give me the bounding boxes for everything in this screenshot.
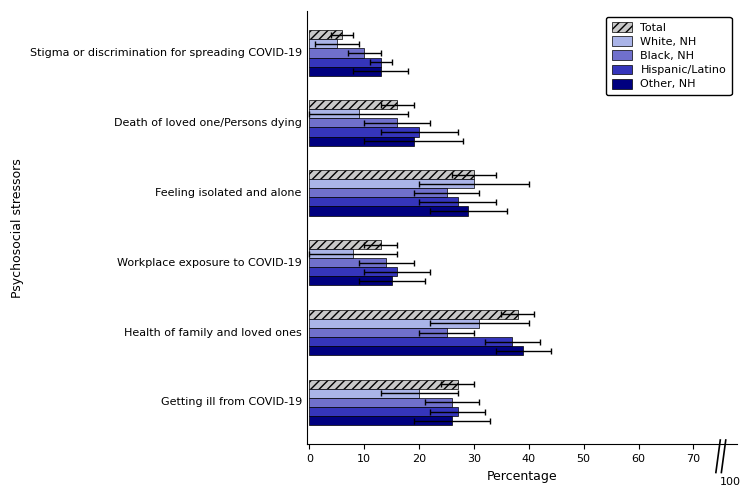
Bar xyxy=(310,179,474,188)
Bar xyxy=(310,40,337,48)
Bar xyxy=(310,276,392,286)
Bar xyxy=(310,58,381,67)
Bar xyxy=(310,319,479,328)
Bar xyxy=(310,170,474,179)
Bar xyxy=(310,416,452,425)
Bar xyxy=(310,398,452,407)
Bar xyxy=(310,310,518,319)
Bar xyxy=(310,136,413,146)
Bar xyxy=(310,127,419,136)
Bar xyxy=(310,188,446,197)
Bar xyxy=(310,240,381,249)
Text: 100: 100 xyxy=(720,477,741,487)
Bar xyxy=(310,328,446,337)
Bar xyxy=(310,346,524,355)
Bar xyxy=(310,249,353,258)
Legend: Total, White, NH, Black, NH, Hispanic/Latino, Other, NH: Total, White, NH, Black, NH, Hispanic/La… xyxy=(606,17,732,95)
Bar xyxy=(310,48,364,58)
Bar xyxy=(310,407,458,416)
Bar xyxy=(310,337,512,346)
X-axis label: Percentage: Percentage xyxy=(487,470,557,483)
Bar xyxy=(310,109,358,119)
Bar xyxy=(310,67,381,76)
Bar xyxy=(310,206,469,215)
Bar xyxy=(310,267,398,276)
Bar xyxy=(310,119,398,127)
Bar xyxy=(310,389,419,398)
Y-axis label: Psychosocial stressors: Psychosocial stressors xyxy=(11,158,24,297)
Bar xyxy=(310,258,386,267)
Bar xyxy=(310,100,398,109)
Bar xyxy=(310,30,342,40)
Bar xyxy=(310,197,458,206)
Bar xyxy=(310,380,458,389)
